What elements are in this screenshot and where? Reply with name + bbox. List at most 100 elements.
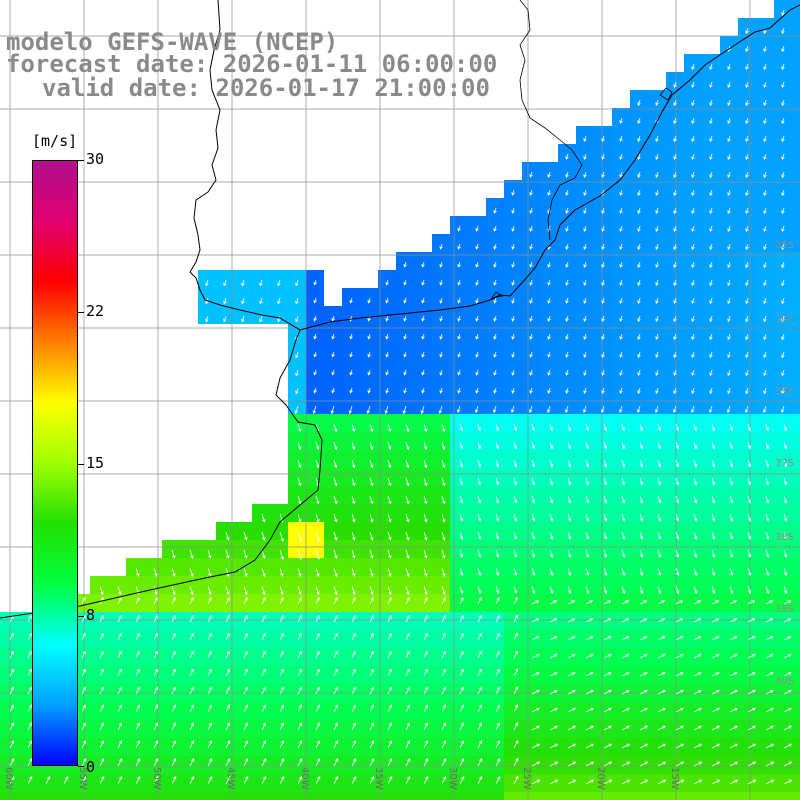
wind-arrow [567, 689, 576, 695]
wind-speed-cell [756, 108, 774, 126]
wind-speed-cell [360, 342, 378, 360]
wind-speed-cell [450, 234, 468, 252]
wind-speed-cell [576, 288, 594, 306]
wind-arrow [277, 351, 281, 359]
wind-arrow [765, 618, 774, 623]
wind-speed-cell [792, 774, 800, 792]
wind-speed-cell [792, 270, 800, 288]
wind-arrow [331, 315, 335, 322]
wind-arrow [637, 207, 641, 215]
wind-speed-cell [630, 756, 648, 774]
wind-arrow [261, 686, 266, 695]
wind-arrow [729, 477, 734, 486]
wind-arrow [423, 549, 428, 559]
wind-speed-cell [774, 378, 792, 396]
wind-arrow [745, 117, 749, 125]
wind-arrow [657, 549, 662, 558]
wind-speed-cell [702, 342, 720, 360]
wind-speed-cell [108, 630, 126, 648]
wind-speed-cell [630, 90, 648, 108]
wind-speed-cell [792, 648, 800, 666]
wind-speed-cell [702, 126, 720, 144]
wind-arrow [279, 775, 285, 785]
wind-arrow [673, 189, 677, 197]
wind-arrow [261, 668, 266, 677]
wind-speed-cell [774, 756, 792, 774]
wind-arrow [565, 225, 569, 232]
wind-arrow [297, 459, 302, 469]
wind-arrow [565, 261, 569, 268]
wind-speed-cell [216, 630, 234, 648]
wind-arrow [636, 405, 641, 414]
wind-arrow [673, 81, 677, 89]
wind-speed-cell [756, 270, 774, 288]
wind-speed-cell [180, 540, 198, 558]
wind-speed-cell [558, 522, 576, 540]
wind-speed-cell [576, 306, 594, 324]
wind-speed-cell [648, 324, 666, 342]
wind-arrow [763, 279, 767, 287]
wind-speed-cell [666, 162, 684, 180]
wind-arrow [9, 758, 15, 767]
wind-speed-cell [774, 126, 792, 144]
wind-speed-cell [594, 468, 612, 486]
wind-speed-cell [720, 252, 738, 270]
colorbar-label-15: 15 [86, 454, 105, 472]
wind-arrow [403, 315, 407, 322]
wind-arrow [513, 495, 518, 504]
wind-arrow [619, 261, 623, 269]
wind-arrow [585, 495, 590, 504]
wind-speed-cell [504, 630, 522, 648]
wind-arrow [709, 279, 713, 287]
wind-speed-cell [378, 702, 396, 720]
wind-speed-cell [486, 378, 504, 396]
wind-speed-cell [702, 468, 720, 486]
wind-arrow [313, 387, 317, 394]
wind-speed-cell [396, 702, 414, 720]
wind-speed-cell [180, 774, 198, 792]
wind-arrow [639, 618, 648, 623]
wind-arrow [781, 279, 785, 287]
wind-speed-cell [90, 792, 108, 800]
wind-arrow [565, 387, 569, 394]
wind-speed-cell [738, 648, 756, 666]
wind-arrow [711, 761, 721, 767]
wind-speed-cell [288, 324, 306, 342]
wind-arrow [297, 775, 303, 785]
wind-arrow [675, 459, 680, 468]
wind-speed-cell [342, 720, 360, 738]
wind-arrow [315, 758, 321, 767]
wind-arrow [117, 668, 122, 677]
wind-speed-cell [396, 648, 414, 666]
wind-speed-cell [702, 162, 720, 180]
wind-arrow [153, 686, 158, 695]
wind-arrow [297, 722, 303, 731]
wind-speed-cell [378, 666, 396, 684]
wind-arrow [366, 405, 371, 415]
wind-arrow [691, 153, 695, 161]
wind-arrow [583, 261, 587, 269]
wind-speed-cell [774, 576, 792, 594]
wind-arrow [351, 758, 357, 767]
wind-arrow [475, 225, 479, 232]
wind-speed-cell [378, 432, 396, 450]
wind-speed-cell [486, 576, 504, 594]
wind-speed-cell [720, 216, 738, 234]
wind-speed-cell [684, 72, 702, 90]
wind-speed-cell [738, 468, 756, 486]
wind-arrow [549, 513, 554, 522]
wind-speed-cell [702, 774, 720, 792]
wind-speed-cell [342, 468, 360, 486]
wind-arrow [441, 704, 447, 713]
wind-speed-cell [90, 576, 108, 594]
wind-arrow [351, 686, 356, 695]
wind-arrow [405, 477, 410, 487]
wind-arrow [475, 297, 479, 304]
wind-speed-cell [594, 756, 612, 774]
wind-arrow [276, 405, 281, 415]
wind-speed-cell [756, 54, 774, 72]
wind-arrow [657, 689, 666, 695]
wind-arrow [315, 704, 321, 713]
wind-speed-cell [720, 738, 738, 756]
wind-arrow [135, 567, 140, 577]
